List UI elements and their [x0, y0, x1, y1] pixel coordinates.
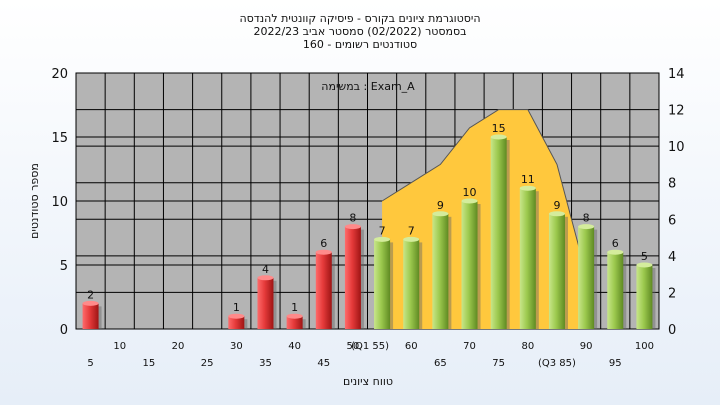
chart-annotation: במשימה : Exam_A: [321, 80, 415, 93]
x-tick-label-upper: 30: [230, 341, 243, 352]
bar-fail: [228, 316, 245, 329]
bar-cap: [607, 249, 624, 255]
bar-value-label: 5: [641, 250, 648, 263]
bar-cap: [315, 249, 332, 255]
y2-tick-label: 4: [668, 250, 676, 265]
bars: 2 1 4 1 6 8 7 7 9 10 15 11 9 8 6 5: [82, 122, 656, 329]
bar-cap: [519, 185, 536, 191]
y-tick-label: 0: [60, 323, 68, 338]
bar-fail: [315, 252, 332, 329]
bar-cap: [82, 300, 99, 306]
bar-cap: [344, 224, 361, 230]
chart-title-line-3: סטודנטים רשומים - 160: [302, 38, 418, 51]
bar-value-label: 8: [583, 212, 590, 225]
bar-cap: [432, 211, 449, 217]
bar-fail: [257, 277, 274, 329]
x-tick-label-upper: 100: [635, 341, 654, 352]
y-tick-label: 20: [51, 67, 68, 82]
x-tick-label-upper: (Q1 55): [351, 341, 389, 352]
x-tick-label-upper: 20: [172, 341, 185, 352]
x-tick-label-upper: 90: [580, 341, 593, 352]
bar-value-label: 6: [320, 237, 327, 250]
x-tick-label-upper: 40: [288, 341, 301, 352]
chart-title-line-1: היסטוגרמת ציונים בקורס - פיסיקה קוונטית …: [239, 12, 481, 25]
bar-pass: [432, 213, 449, 329]
y2-tick-label: 12: [668, 104, 685, 119]
bar-value-label: 1: [291, 301, 298, 314]
bar-value-label: 7: [408, 224, 415, 237]
x-tick-label-lower: 25: [201, 358, 214, 369]
x-tick-label-upper: 50: [347, 341, 360, 352]
curve-line: [381, 109, 587, 275]
bar-cap: [286, 313, 303, 319]
bar-pass: [461, 201, 478, 329]
bar-value-label: 9: [553, 199, 560, 212]
chart-title-line-2: בסמסטר (02/2022) סמסטר אביב 2022/23: [253, 25, 467, 38]
bar-cap: [257, 275, 274, 281]
bar-cap: [403, 236, 420, 242]
x-tick-label-upper: 10: [113, 341, 126, 352]
x-tick-label-lower: 35: [259, 358, 272, 369]
bar-cap: [461, 198, 478, 204]
bar-pass: [578, 226, 595, 329]
bar-value-label: 6: [612, 237, 619, 250]
bar-cap: [374, 236, 391, 242]
y-tick-label: 5: [60, 259, 68, 274]
bar-pass: [374, 239, 391, 329]
bar-pass: [548, 213, 565, 329]
x-axis-label: טווח ציונים: [343, 375, 393, 388]
bar-fail: [344, 226, 361, 329]
bar-pass: [403, 239, 420, 329]
x-tick-label-upper: 60: [405, 341, 418, 352]
bar-cap: [228, 313, 245, 319]
bar-value-label: 1: [233, 301, 240, 314]
bar-value-label: 2: [87, 288, 94, 301]
bar-cap: [636, 262, 653, 268]
y2-tick-label: 8: [668, 177, 676, 192]
bar-value-label: 11: [521, 173, 535, 186]
y2-tick-label: 6: [668, 213, 676, 228]
x-tick-label-upper: 80: [521, 341, 534, 352]
y-tick-label: 10: [51, 195, 68, 210]
bar-pass: [607, 252, 624, 329]
x-tick-label-lower: (Q3 85): [538, 358, 576, 369]
y2-tick-label: 2: [668, 286, 676, 301]
bar-value-label: 9: [437, 199, 444, 212]
bar-cap: [578, 224, 595, 230]
bar-value-label: 8: [349, 212, 356, 225]
bar-fail: [286, 316, 303, 329]
x-tick-label-lower: 75: [492, 358, 505, 369]
bar-cap: [548, 211, 565, 217]
bar-fail: [82, 303, 99, 329]
bar-value-label: 7: [379, 224, 386, 237]
y-axis-label: מספר סטודנטים: [28, 163, 41, 239]
bar-pass: [519, 188, 536, 329]
x-tick-label-lower: 45: [317, 358, 330, 369]
x-tick-label-lower: 15: [143, 358, 156, 369]
bar-cap: [490, 134, 507, 140]
x-tick-label-upper: 70: [463, 341, 476, 352]
bar-pass: [490, 137, 507, 329]
bar-pass: [636, 265, 653, 329]
bar-value-label: 10: [463, 186, 477, 199]
x-tick-label-lower: 65: [434, 358, 447, 369]
y2-tick-label: 0: [668, 323, 676, 338]
y2-tick-label: 10: [668, 140, 685, 155]
y-tick-label: 15: [51, 131, 68, 146]
bar-value-label: 4: [262, 263, 269, 276]
bar-value-label: 15: [492, 122, 506, 135]
y2-tick-label: 14: [668, 67, 685, 82]
x-tick-label-lower: 5: [87, 358, 93, 369]
x-tick-label-lower: 95: [609, 358, 622, 369]
